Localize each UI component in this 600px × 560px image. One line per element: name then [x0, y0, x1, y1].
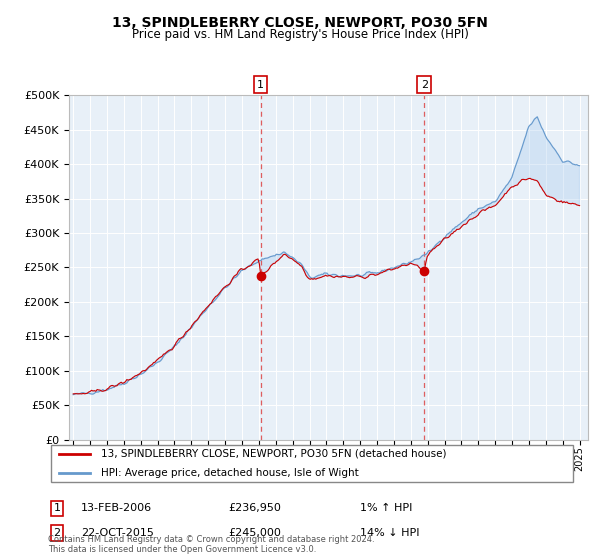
Text: 13-FEB-2006: 13-FEB-2006 [81, 503, 152, 514]
Text: 22-OCT-2015: 22-OCT-2015 [81, 528, 154, 538]
Text: £245,000: £245,000 [228, 528, 281, 538]
Text: 1% ↑ HPI: 1% ↑ HPI [360, 503, 412, 514]
Text: Price paid vs. HM Land Registry's House Price Index (HPI): Price paid vs. HM Land Registry's House … [131, 28, 469, 41]
Text: Contains HM Land Registry data © Crown copyright and database right 2024.
This d: Contains HM Land Registry data © Crown c… [48, 535, 374, 554]
Text: HPI: Average price, detached house, Isle of Wight: HPI: Average price, detached house, Isle… [101, 468, 359, 478]
Text: 2: 2 [53, 528, 61, 538]
Text: 1: 1 [53, 503, 61, 514]
Text: 13, SPINDLEBERRY CLOSE, NEWPORT, PO30 5FN: 13, SPINDLEBERRY CLOSE, NEWPORT, PO30 5F… [112, 16, 488, 30]
Text: 14% ↓ HPI: 14% ↓ HPI [360, 528, 419, 538]
Text: £236,950: £236,950 [228, 503, 281, 514]
Text: 13, SPINDLEBERRY CLOSE, NEWPORT, PO30 5FN (detached house): 13, SPINDLEBERRY CLOSE, NEWPORT, PO30 5F… [101, 449, 446, 459]
Text: 1: 1 [257, 80, 264, 90]
Text: 2: 2 [421, 80, 428, 90]
